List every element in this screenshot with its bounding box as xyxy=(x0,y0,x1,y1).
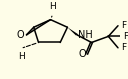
Text: H: H xyxy=(50,2,56,11)
Text: O: O xyxy=(78,49,86,59)
Text: F: F xyxy=(121,43,126,52)
Text: F: F xyxy=(121,21,126,30)
Text: F: F xyxy=(123,32,128,41)
Text: O: O xyxy=(17,30,24,40)
Text: NH: NH xyxy=(78,30,92,40)
Polygon shape xyxy=(67,27,78,35)
Text: H: H xyxy=(18,52,25,61)
